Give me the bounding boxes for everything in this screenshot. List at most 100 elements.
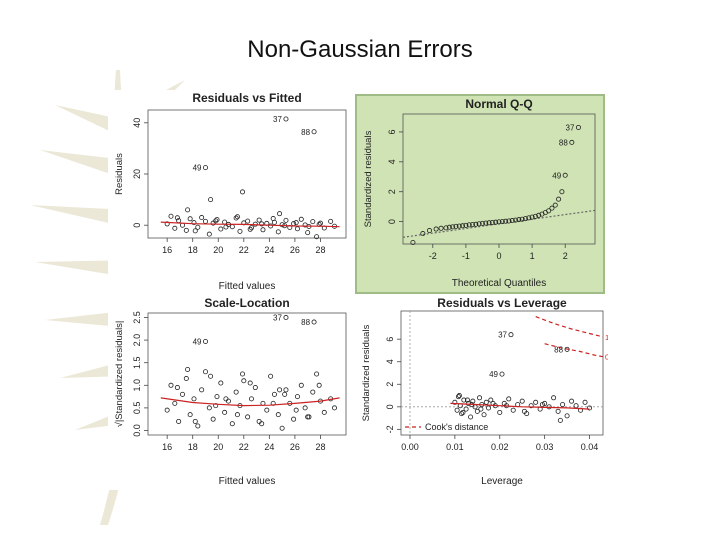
x-tick-label: -1 bbox=[462, 251, 470, 261]
data-point bbox=[277, 211, 283, 217]
data-point bbox=[519, 398, 525, 404]
x-tick-label: 0.01 bbox=[446, 442, 464, 452]
y-tick-label: 1.5 bbox=[132, 356, 142, 369]
x-tick-label: 2 bbox=[563, 251, 568, 261]
data-point bbox=[168, 382, 174, 388]
data-point bbox=[283, 217, 289, 223]
data-point bbox=[474, 408, 480, 414]
y-axis-label: Standardized residuals bbox=[361, 324, 372, 421]
plot-frame bbox=[147, 312, 347, 436]
cook-contour-label: 0.5 bbox=[605, 353, 608, 362]
data-point bbox=[573, 403, 579, 409]
data-point bbox=[533, 399, 539, 405]
data-point bbox=[282, 391, 288, 397]
data-point bbox=[214, 394, 220, 400]
data-point bbox=[556, 196, 562, 202]
data-point bbox=[546, 208, 552, 214]
x-tick-label: 16 bbox=[162, 442, 172, 452]
data-point bbox=[225, 398, 231, 404]
data-point bbox=[460, 223, 466, 229]
outlier-point bbox=[311, 129, 317, 135]
data-point bbox=[294, 226, 300, 232]
y-tick-label: 4 bbox=[387, 159, 397, 164]
data-point bbox=[506, 396, 512, 402]
y-tick-label: 6 bbox=[387, 129, 397, 134]
data-point bbox=[222, 219, 228, 225]
data-point bbox=[192, 228, 198, 234]
x-tick-label: 1 bbox=[530, 251, 535, 261]
data-point bbox=[587, 405, 593, 411]
data-point bbox=[183, 376, 189, 382]
data-point bbox=[539, 402, 545, 408]
outlier-label: 88 bbox=[559, 138, 568, 147]
x-axis-label: Theoretical Quantiles bbox=[452, 278, 547, 289]
data-point bbox=[456, 223, 462, 229]
x-tick-label: 28 bbox=[315, 442, 325, 452]
data-point bbox=[486, 405, 492, 411]
data-point bbox=[247, 380, 253, 386]
outlier-label: 88 bbox=[301, 128, 310, 137]
outlier-point bbox=[202, 165, 208, 171]
outlier-point bbox=[499, 371, 505, 377]
outlier-point bbox=[562, 172, 568, 178]
chart-title: Scale-Location bbox=[204, 296, 289, 310]
x-tick-label: 18 bbox=[188, 245, 198, 255]
y-tick-label: 20 bbox=[132, 169, 142, 179]
data-point bbox=[208, 373, 214, 379]
x-tick-label: 22 bbox=[239, 442, 249, 452]
data-point bbox=[191, 220, 197, 226]
data-point bbox=[452, 399, 458, 405]
data-point bbox=[503, 218, 509, 224]
y-tick-label: 4 bbox=[385, 359, 395, 364]
data-point bbox=[234, 412, 240, 418]
data-point bbox=[528, 403, 534, 409]
y-axis-label: Standardized residuals bbox=[363, 130, 374, 227]
data-point bbox=[174, 385, 180, 391]
data-point bbox=[332, 405, 338, 411]
data-point bbox=[199, 387, 205, 393]
outlier-point bbox=[564, 346, 570, 352]
chart-title: Residuals vs Fitted bbox=[192, 91, 301, 105]
data-point bbox=[477, 395, 483, 401]
data-point bbox=[559, 189, 565, 195]
data-point bbox=[521, 408, 527, 414]
data-point bbox=[241, 378, 247, 384]
data-point bbox=[519, 216, 525, 222]
outlier-label: 49 bbox=[552, 171, 561, 180]
data-point bbox=[470, 222, 476, 228]
data-point bbox=[310, 389, 316, 395]
x-tick-label: 0.04 bbox=[581, 442, 599, 452]
data-point bbox=[551, 395, 557, 401]
data-point bbox=[283, 387, 289, 393]
x-axis-label: Fitted values bbox=[219, 281, 276, 292]
data-point bbox=[456, 393, 462, 399]
data-point bbox=[259, 221, 265, 227]
data-point bbox=[314, 234, 320, 240]
x-tick-label: 0 bbox=[496, 251, 501, 261]
data-point bbox=[316, 382, 322, 388]
data-point bbox=[168, 213, 174, 219]
y-tick-label: 0 bbox=[387, 219, 397, 224]
data-point bbox=[233, 215, 239, 221]
residuals-vs-leverage-chart: Residuals vs Leverage 0.00 0.01 0.02 0.03 0.0… bbox=[361, 296, 608, 487]
data-point bbox=[555, 408, 561, 414]
data-point bbox=[298, 216, 304, 222]
data-point bbox=[557, 417, 563, 423]
data-point bbox=[459, 411, 465, 417]
data-point bbox=[481, 412, 487, 418]
y-tick-label: 2.0 bbox=[132, 334, 142, 347]
x-axis-label: Fitted values bbox=[219, 476, 276, 487]
data-point bbox=[522, 216, 528, 222]
data-point bbox=[176, 418, 182, 424]
data-point bbox=[496, 219, 502, 225]
data-point bbox=[317, 220, 323, 226]
data-point bbox=[552, 202, 558, 208]
x-tick-label: 26 bbox=[290, 442, 300, 452]
data-point bbox=[499, 219, 505, 225]
data-point bbox=[453, 223, 459, 229]
residuals-vs-fitted-chart: Residuals vs Fitted 16 18 20 22 24 26 28 0 20 40 Fi… bbox=[114, 91, 347, 292]
data-point bbox=[187, 412, 193, 418]
outlier-label: 49 bbox=[193, 164, 202, 173]
data-point bbox=[489, 219, 495, 225]
data-point bbox=[247, 226, 253, 232]
